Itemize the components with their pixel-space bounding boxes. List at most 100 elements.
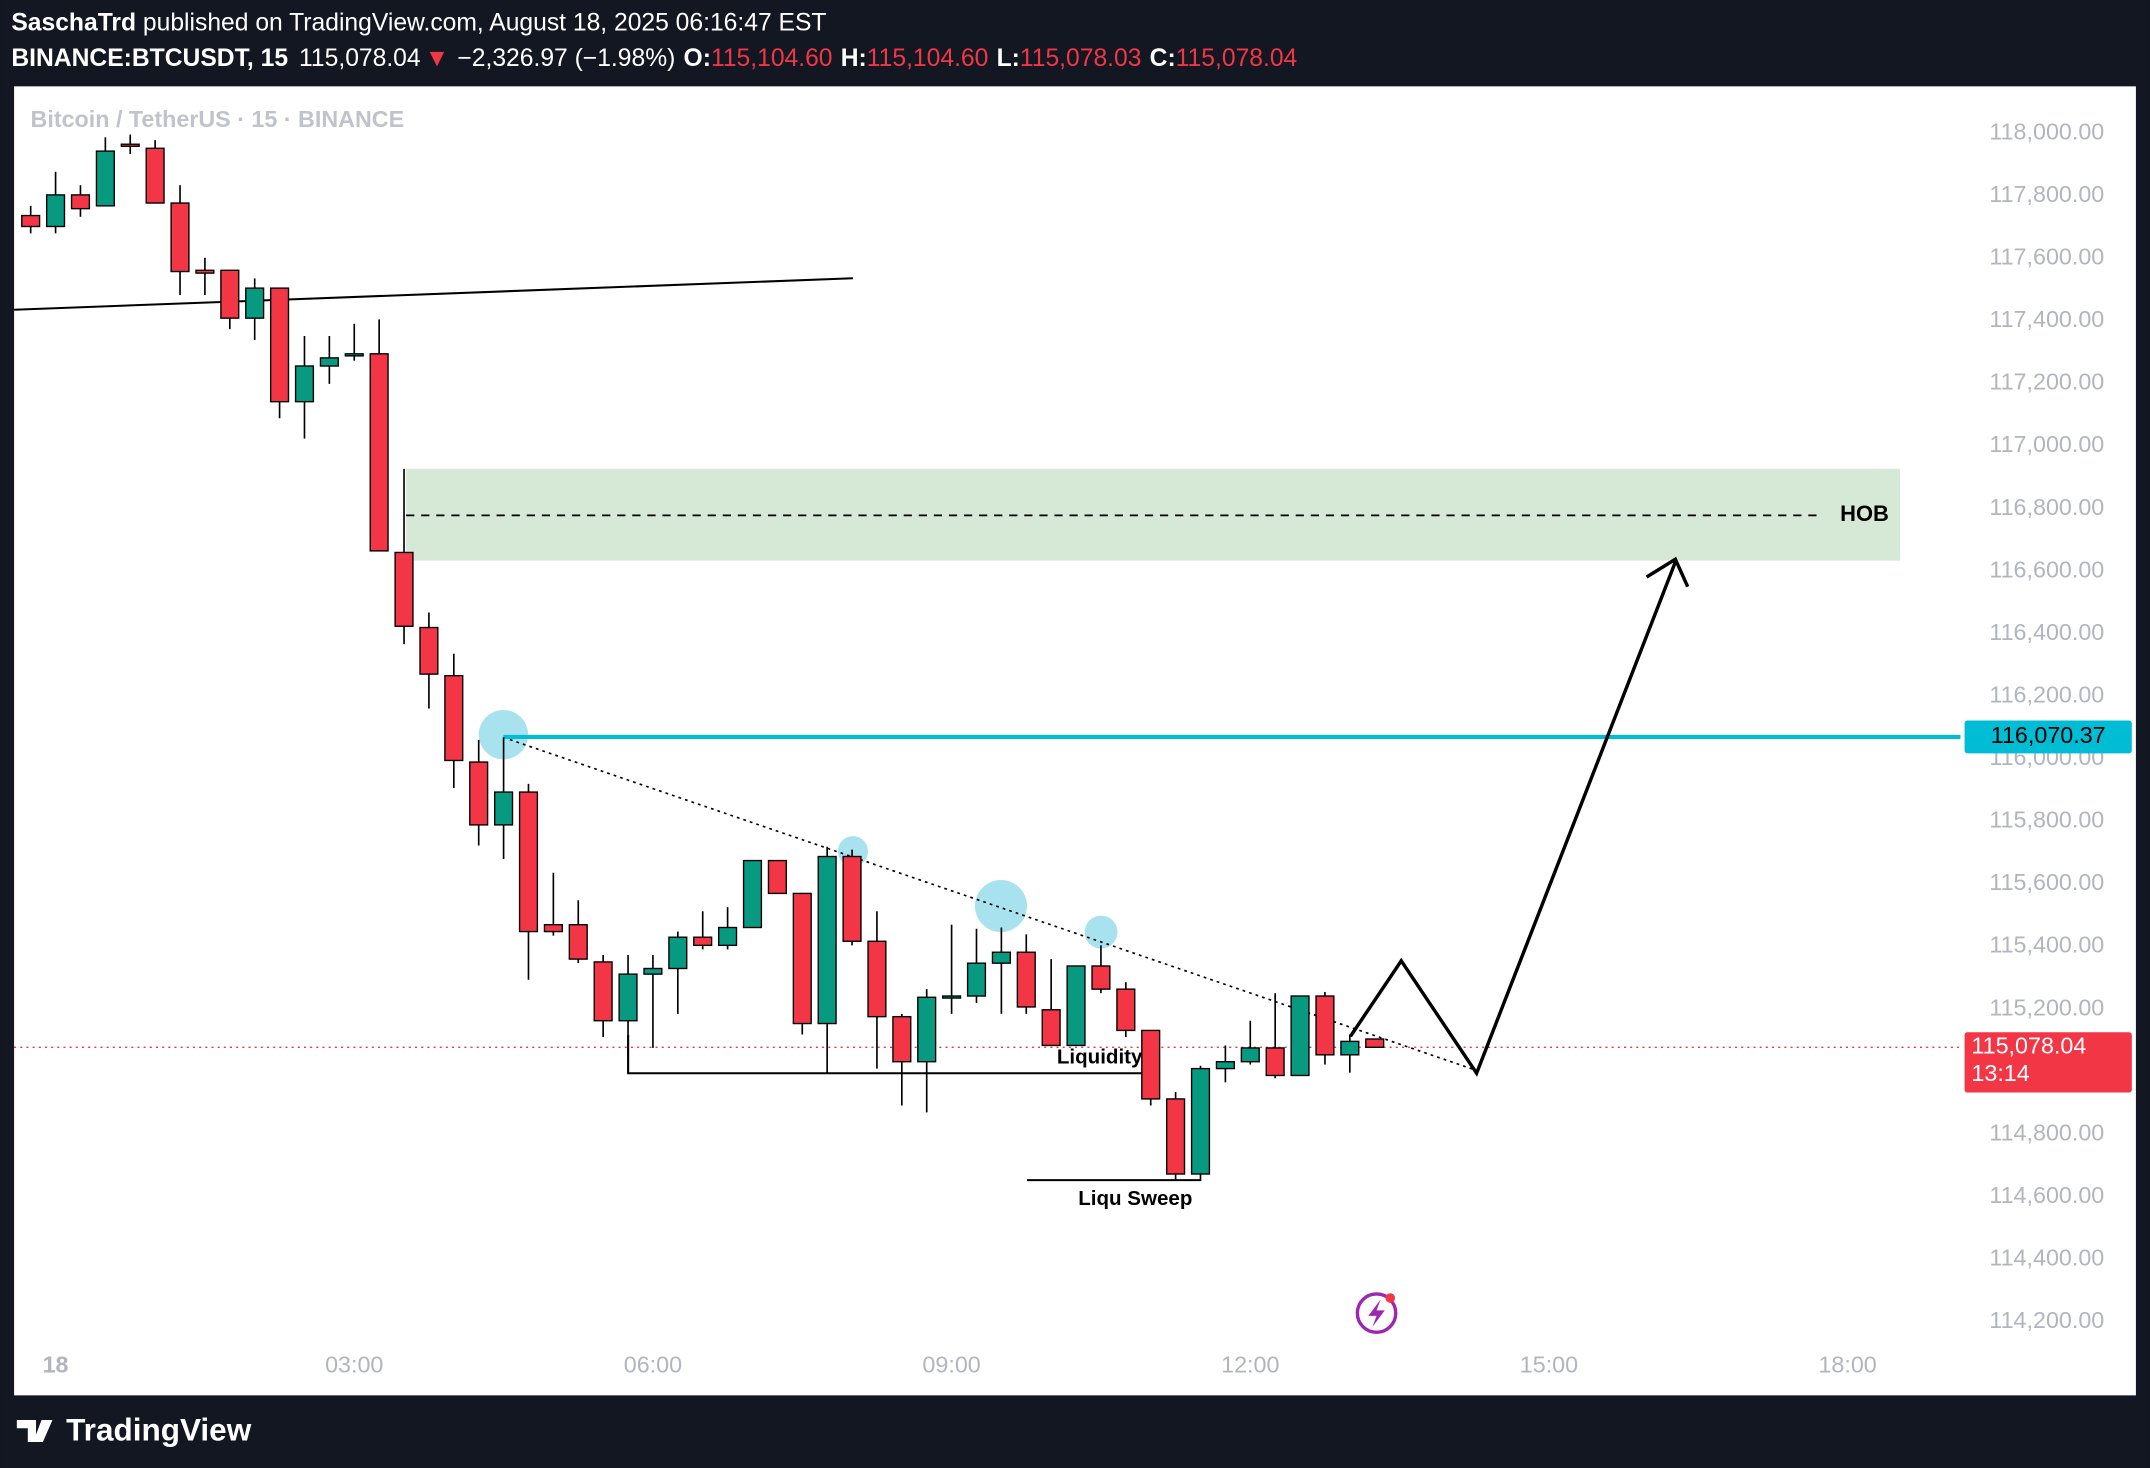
ohlc-value: 115,104.60 — [867, 44, 989, 71]
candle-body — [892, 1015, 912, 1063]
candle-body — [95, 150, 115, 207]
arrow-head — [1645, 556, 1690, 588]
ohlc-key: C: — [1150, 44, 1176, 71]
candle-body — [245, 287, 265, 319]
candle-body — [717, 926, 738, 947]
x-tick-label: 18:00 — [1818, 1352, 1876, 1378]
candle-body — [444, 675, 464, 762]
candle-body — [1116, 988, 1136, 1032]
level-label-box — [1964, 720, 2132, 754]
countdown: 13:14 — [1971, 1060, 2029, 1086]
x-tick-label: 18 — [43, 1352, 69, 1378]
change: −2,326.97 (−1.98%) — [457, 44, 675, 71]
candle-body — [742, 859, 763, 929]
y-tick-label: 116,200.00 — [1989, 681, 2104, 707]
candle-body — [543, 924, 563, 933]
y-tick-label: 117,600.00 — [1989, 244, 2104, 270]
ohlc-value: 115,078.04 — [1176, 44, 1298, 71]
chart-area — [14, 86, 2136, 1396]
candle-body — [593, 961, 613, 1022]
candle-body — [817, 855, 837, 1025]
brand: TradingView — [66, 1412, 252, 1448]
candle-body — [70, 194, 91, 210]
last-price-box — [1964, 1032, 2132, 1093]
candle-body — [618, 973, 638, 1022]
y-tick-label: 117,000.00 — [1989, 431, 2104, 457]
marker — [974, 879, 1028, 933]
candle-body — [693, 936, 713, 947]
candle-body — [369, 353, 389, 552]
candle-body — [1240, 1047, 1260, 1063]
published: published on TradingView.com, August 18,… — [143, 9, 827, 36]
alert-icon[interactable] — [1355, 1292, 1398, 1335]
hob-label: HOB — [1840, 501, 1889, 526]
y-tick-label: 114,200.00 — [1989, 1307, 2104, 1333]
alert-dot — [1385, 1293, 1396, 1303]
candle-body — [21, 214, 41, 228]
alert-bolt — [1368, 1299, 1385, 1327]
y-tick-label: 117,800.00 — [1989, 181, 2104, 207]
y-tick-label: 116,400.00 — [1989, 619, 2104, 645]
chart-title: Bitcoin / TetherUS · 15 · BINANCE — [31, 106, 405, 132]
candle-body — [170, 202, 190, 273]
candle-body — [1365, 1038, 1385, 1048]
ohlc-key: H: — [841, 44, 867, 71]
logo — [16, 1420, 53, 1442]
candle-body — [1265, 1047, 1285, 1077]
candle-body — [842, 855, 862, 942]
y-tick-label: 116,600.00 — [1989, 556, 2104, 582]
x-tick-label: 03:00 — [325, 1352, 383, 1378]
candle-body — [867, 940, 887, 1018]
candle-body — [1041, 1009, 1061, 1047]
candle-body — [643, 967, 663, 975]
candle-body — [294, 365, 315, 403]
candle-body — [394, 551, 414, 627]
candle-body — [1290, 995, 1310, 1077]
candle-body — [1340, 1040, 1360, 1056]
last-price-label: 115,078.04 — [1971, 1032, 2086, 1058]
candle-body — [668, 936, 688, 970]
candle-body — [220, 269, 240, 319]
candle-body — [991, 951, 1011, 964]
candle-body — [767, 859, 787, 895]
candle-body — [1215, 1061, 1235, 1070]
candle-body — [942, 995, 962, 999]
candle-body — [45, 194, 66, 228]
candle-body — [145, 147, 165, 204]
author: SaschaTrd — [11, 9, 136, 36]
y-tick-label: 115,200.00 — [1989, 994, 2104, 1020]
marker — [1084, 915, 1118, 949]
candle-body — [195, 269, 215, 274]
candle-body — [1190, 1067, 1211, 1175]
y-tick-label: 114,800.00 — [1989, 1119, 2104, 1145]
x-tick-label: 06:00 — [624, 1352, 682, 1378]
x-tick-label: 15:00 — [1520, 1352, 1578, 1378]
y-tick-label: 118,000.00 — [1989, 118, 2104, 144]
candle-body — [469, 761, 489, 826]
level-label: 116,070.37 — [1991, 722, 2106, 748]
candle-body — [917, 996, 937, 1063]
descending-line — [503, 736, 1481, 1073]
candle-body — [1315, 995, 1335, 1056]
candle-body — [269, 287, 290, 403]
ohlc-key: L: — [997, 44, 1020, 71]
candle-body — [344, 353, 364, 357]
candle-body — [493, 791, 514, 826]
ohlc-value: 115,078.03 — [1020, 44, 1142, 71]
candle-body — [1016, 951, 1036, 1008]
candle-body — [792, 892, 812, 1025]
trend-line — [14, 277, 853, 311]
ohlc-value: 115,104.60 — [711, 44, 833, 71]
price: 115,078.04 — [299, 44, 421, 71]
y-tick-label: 115,400.00 — [1989, 932, 2104, 958]
y-tick-label: 115,600.00 — [1989, 869, 2104, 895]
publish-line: SaschaTrd published on TradingView.com, A… — [11, 9, 826, 36]
candle-body — [419, 626, 439, 675]
candle-body — [319, 357, 339, 367]
ohlc-key: O: — [684, 44, 711, 71]
candle-body — [966, 962, 987, 997]
candle-body — [518, 791, 539, 933]
y-tick-label: 114,600.00 — [1989, 1182, 2104, 1208]
